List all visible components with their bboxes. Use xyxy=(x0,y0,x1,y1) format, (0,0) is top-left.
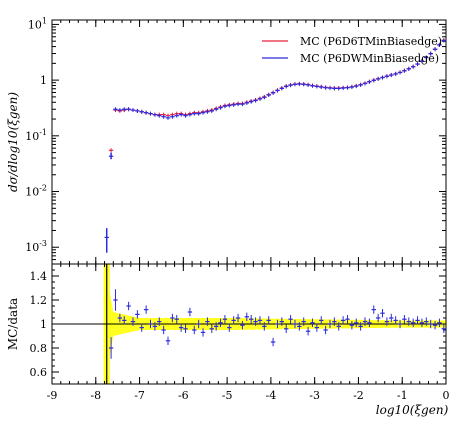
main-y-tick-label: 101 xyxy=(28,16,47,31)
ratio-y-tick-label: 0.8 xyxy=(30,342,48,355)
legend-entry: MC (P6D6TMinBiasedge) xyxy=(300,35,442,48)
x-tick-label: -1 xyxy=(397,389,408,402)
main-data-marks xyxy=(104,38,446,253)
x-tick-label: -3 xyxy=(309,389,320,402)
main-y-tick-label: 10-2 xyxy=(25,184,47,199)
x-tick-label: -9 xyxy=(47,389,58,402)
x-tick-label: -7 xyxy=(134,389,145,402)
x-tick-label: -5 xyxy=(222,389,233,402)
x-axis-label: log10(ξgen) xyxy=(376,403,449,417)
ratio-y-tick-label: 0.6 xyxy=(30,366,48,379)
x-tick-label: -2 xyxy=(353,389,364,402)
ratio-y-tick-label: 1.4 xyxy=(30,270,48,283)
legend-entry: MC (P6DWMinBiasedge) xyxy=(300,52,439,65)
ratio-series-p6dw xyxy=(108,289,446,359)
ratio-y-axis-label: MC/data xyxy=(6,298,20,350)
main-panel: 10-3 10-2 10-1 1 101 dσ/dlog10(ξgen) MC (P6D… xyxy=(6,16,447,265)
ratio-data-marks xyxy=(108,289,446,359)
ratio-panel: 0.6 0.8 1 1.2 1.4 -9 -8 -7 -6 -5 -4 -3 -2 -1 0 MC/data… xyxy=(6,263,450,417)
ratio-y-tick-label: 1 xyxy=(40,318,47,331)
main-y-tick-label: 1 xyxy=(40,74,47,87)
ratio-axes: 0.6 0.8 1 1.2 1.4 -9 -8 -7 -6 -5 -4 -3 -2 -1 0 xyxy=(30,264,450,402)
x-tick-label: -4 xyxy=(266,389,277,402)
main-y-axis-label: dσ/dlog10(ξgen) xyxy=(6,92,20,192)
main-y-tick-label: 10-1 xyxy=(25,128,47,143)
x-tick-label: -8 xyxy=(90,389,101,402)
ratio-y-tick-label: 1.2 xyxy=(30,294,48,307)
series-p6dw xyxy=(104,38,446,253)
x-tick-label: 0 xyxy=(443,389,450,402)
x-tick-label: -6 xyxy=(178,389,189,402)
legend: MC (P6D6TMinBiasedge) MC (P6DWMinBiasedge… xyxy=(262,35,442,65)
main-y-tick-label: 10-3 xyxy=(25,239,47,254)
